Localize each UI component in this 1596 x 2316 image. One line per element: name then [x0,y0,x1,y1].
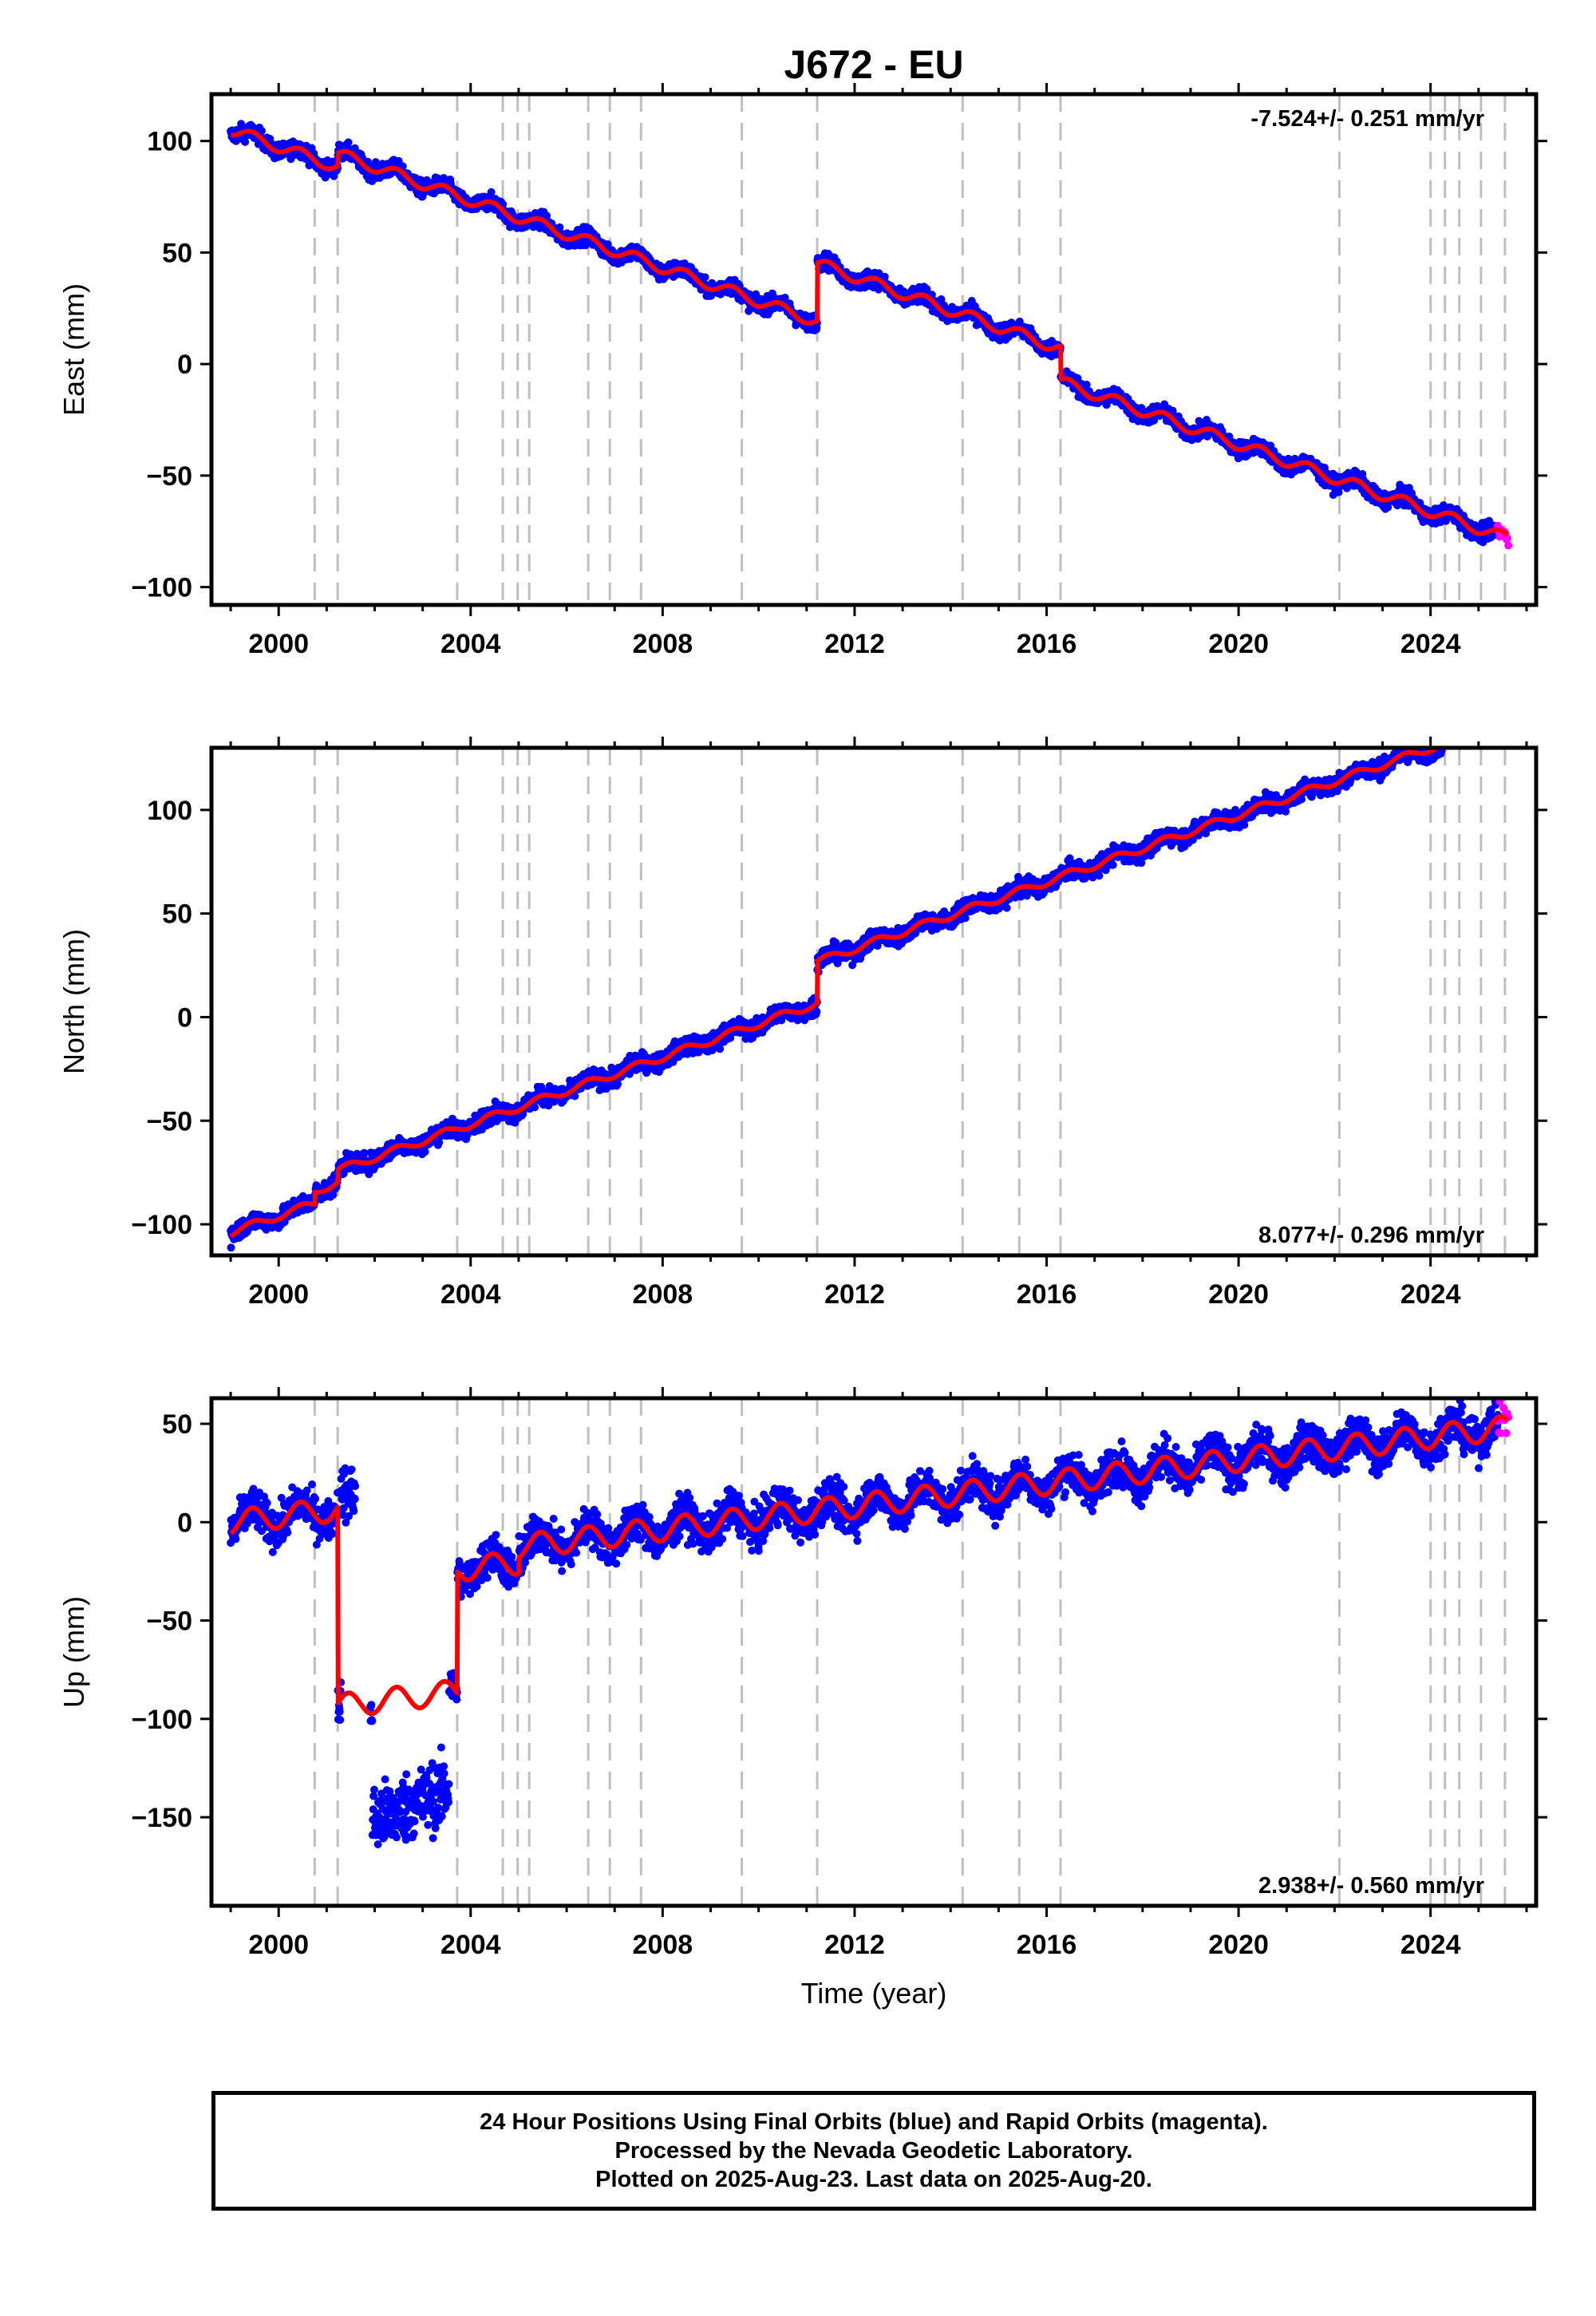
final-point [716,1045,725,1053]
final-point [603,240,612,249]
x-tick-label: 2004 [440,629,501,659]
final-point [752,290,760,298]
east-panel: 100 50 0 −50 −100 2000 2004 2008 2012 2016 2020 202… [57,83,1547,659]
final-point [555,223,564,231]
y-axis-title: East (mm) [57,283,90,416]
y-tick-label: 100 [147,127,192,157]
x-tick-label: 2016 [1017,629,1077,659]
x-tick-label: 2000 [248,629,309,659]
chart-title: J672 - EU [784,42,963,87]
final-point [344,138,353,147]
x-tick-label: 2008 [633,629,693,659]
y-tick-label: −100 [131,573,192,603]
final-point [780,294,789,302]
final-point [701,273,709,282]
final-point [241,137,250,146]
final-point [257,126,266,135]
final-point [531,1103,539,1112]
final-point [880,272,889,281]
final-point [227,1243,235,1252]
rapid-point [1504,541,1513,550]
data-points [227,748,1479,1252]
x-tick-label: 2012 [824,629,885,659]
data-points [227,120,1513,550]
y-tick-label: 0 [177,350,192,380]
x-tick-label: 2024 [1400,629,1461,659]
y-tick-label: 50 [162,238,192,268]
final-point [363,157,372,166]
final-point [266,134,275,143]
final-point [398,162,407,171]
x-tick-label: 2020 [1208,629,1269,659]
y-tick-label: −50 [146,461,192,492]
final-point [487,188,496,196]
rate-annotation: -7.524+/- 0.251 mm/yr [1250,106,1484,132]
